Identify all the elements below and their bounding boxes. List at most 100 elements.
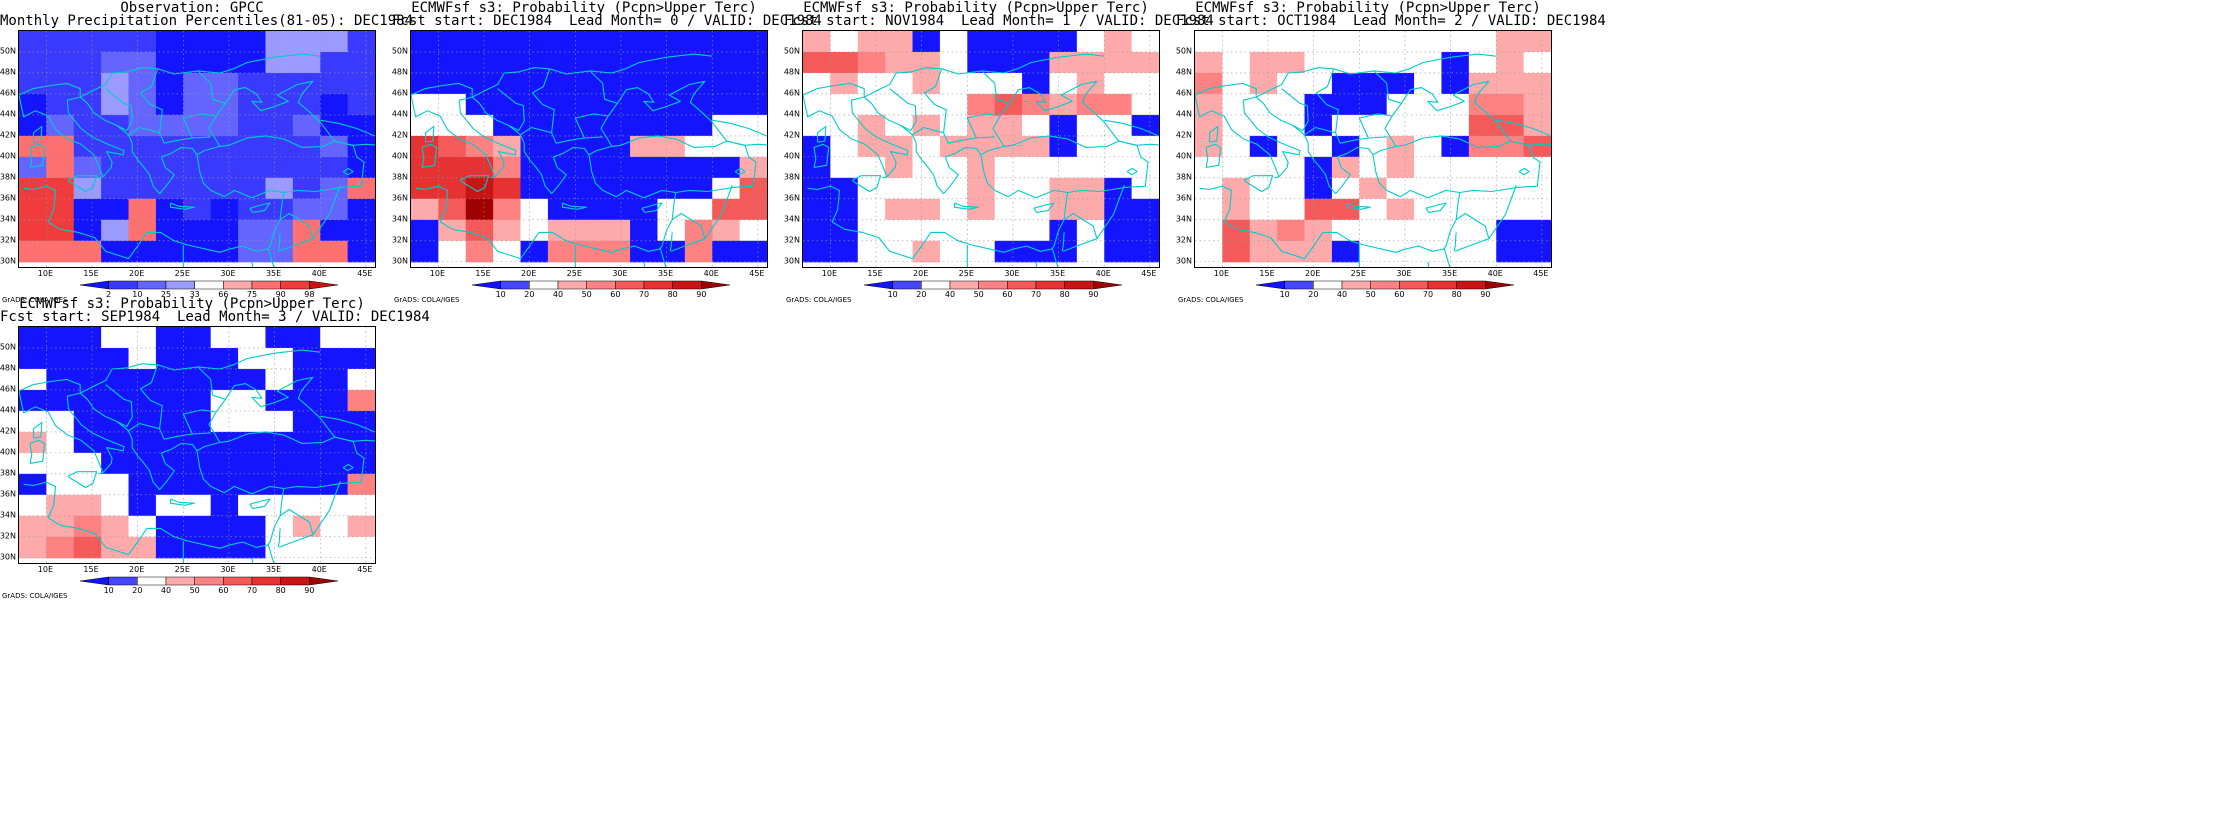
heatmap-cell [238, 156, 267, 179]
heatmap-cell [347, 219, 375, 242]
heatmap-cell [238, 368, 267, 391]
heatmap-cell [1222, 240, 1251, 263]
heatmap-cell [210, 431, 239, 454]
heatmap-cell [1386, 219, 1415, 242]
heatmap-cell [1222, 177, 1251, 200]
heatmap-cell [885, 93, 914, 116]
heatmap-cell [520, 219, 549, 242]
heatmap-cell [73, 31, 102, 53]
heatmap-cell [1468, 51, 1497, 74]
heatmap-cell [101, 156, 130, 179]
y-tick-label: 46N [783, 88, 800, 98]
heatmap-cell [1523, 219, 1551, 242]
heatmap-cell [1222, 114, 1251, 137]
heatmap-cell [1414, 177, 1443, 200]
heatmap-cell [1359, 240, 1388, 263]
heatmap-cell [155, 515, 184, 538]
heatmap-cell [238, 431, 267, 454]
heatmap-cell [46, 410, 75, 433]
map-frame [18, 326, 376, 564]
coastline [1453, 232, 1457, 252]
heatmap-cell [657, 156, 686, 179]
heatmap-cell [939, 31, 968, 53]
heatmap-cell [1386, 114, 1415, 137]
colorbar-label: 90 [304, 586, 315, 595]
heatmap-cell [547, 31, 576, 53]
heatmap-cell [1022, 51, 1051, 74]
heatmap-cell [411, 72, 439, 95]
y-tick-label: 32N [1175, 235, 1192, 245]
heatmap-cell [630, 93, 659, 116]
heatmap-cell [292, 156, 321, 179]
heatmap-cell [1414, 198, 1443, 221]
colorbar-segment [1313, 280, 1343, 290]
heatmap-cell [830, 93, 859, 116]
heatmap-cell [347, 198, 375, 221]
heatmap-cell [1414, 114, 1443, 137]
heatmap-cell [155, 494, 184, 517]
heatmap-cell [1414, 240, 1443, 263]
heatmap-cell [19, 368, 47, 391]
heatmap-cell [1523, 51, 1551, 74]
heatmap-cell [1523, 114, 1551, 137]
coastline [1459, 140, 1541, 194]
heatmap-cell [1304, 198, 1333, 221]
y-tick-label: 32N [391, 235, 408, 245]
heatmap-cell [46, 177, 75, 200]
x-tick-label: 15E [867, 269, 883, 278]
colorbar-segment [165, 576, 195, 586]
heatmap-cell [73, 515, 102, 538]
heatmap-cell [803, 31, 831, 53]
heatmap-cell [1359, 114, 1388, 137]
heatmap-cell [939, 219, 968, 242]
heatmap-cell [238, 51, 267, 74]
colorbar-label: 50 [1365, 290, 1376, 299]
y-tick-label: 34N [0, 214, 16, 224]
heatmap-cell [128, 72, 157, 95]
heatmap-cell [183, 177, 212, 200]
coastline [1427, 261, 1451, 267]
heatmap-cell [547, 156, 576, 179]
heatmap-cell [183, 327, 212, 349]
y-tick-label: 38N [391, 172, 408, 182]
heatmap-cell [155, 219, 184, 242]
heatmap-cell [1468, 114, 1497, 137]
heatmap-cell [1304, 219, 1333, 242]
colorbar-label: 80 [275, 586, 286, 595]
heatmap-cell [1441, 177, 1470, 200]
colorbar [79, 576, 339, 586]
heatmap-cell [1359, 31, 1388, 53]
x-tick-label: 20E [1305, 269, 1321, 278]
colorbar-label: 10 [132, 290, 143, 299]
heatmap-cell [630, 177, 659, 200]
heatmap-cell [128, 452, 157, 475]
heatmap-cell [320, 51, 349, 74]
heatmap-cell [575, 135, 604, 158]
heatmap-cell [1277, 93, 1306, 116]
coastline [589, 53, 713, 74]
coastline [923, 68, 947, 133]
coastline [561, 202, 587, 210]
heatmap-cell [210, 368, 239, 391]
heatmap-cell [520, 114, 549, 137]
heatmap-cell [547, 72, 576, 95]
coastline [458, 96, 517, 178]
heatmap-cell [1414, 135, 1443, 158]
heatmap-cell [128, 431, 157, 454]
heatmap-cell [465, 219, 494, 242]
heatmap-cell [1222, 156, 1251, 179]
x-tick-label: 40E [1095, 269, 1111, 278]
coastline [67, 471, 98, 489]
heatmap-cell [1359, 219, 1388, 242]
coastline [320, 119, 375, 137]
heatmap-cell [73, 198, 102, 221]
heatmap-cell [575, 156, 604, 179]
heatmap-cell [265, 31, 294, 53]
colorbar-label: 20 [524, 290, 535, 299]
heatmap-cell [575, 198, 604, 221]
heatmap-cell [465, 135, 494, 158]
heatmap-cell [46, 51, 75, 74]
coastline [67, 175, 98, 193]
heatmap-cell [602, 198, 631, 221]
colorbar-segment [1093, 280, 1123, 290]
